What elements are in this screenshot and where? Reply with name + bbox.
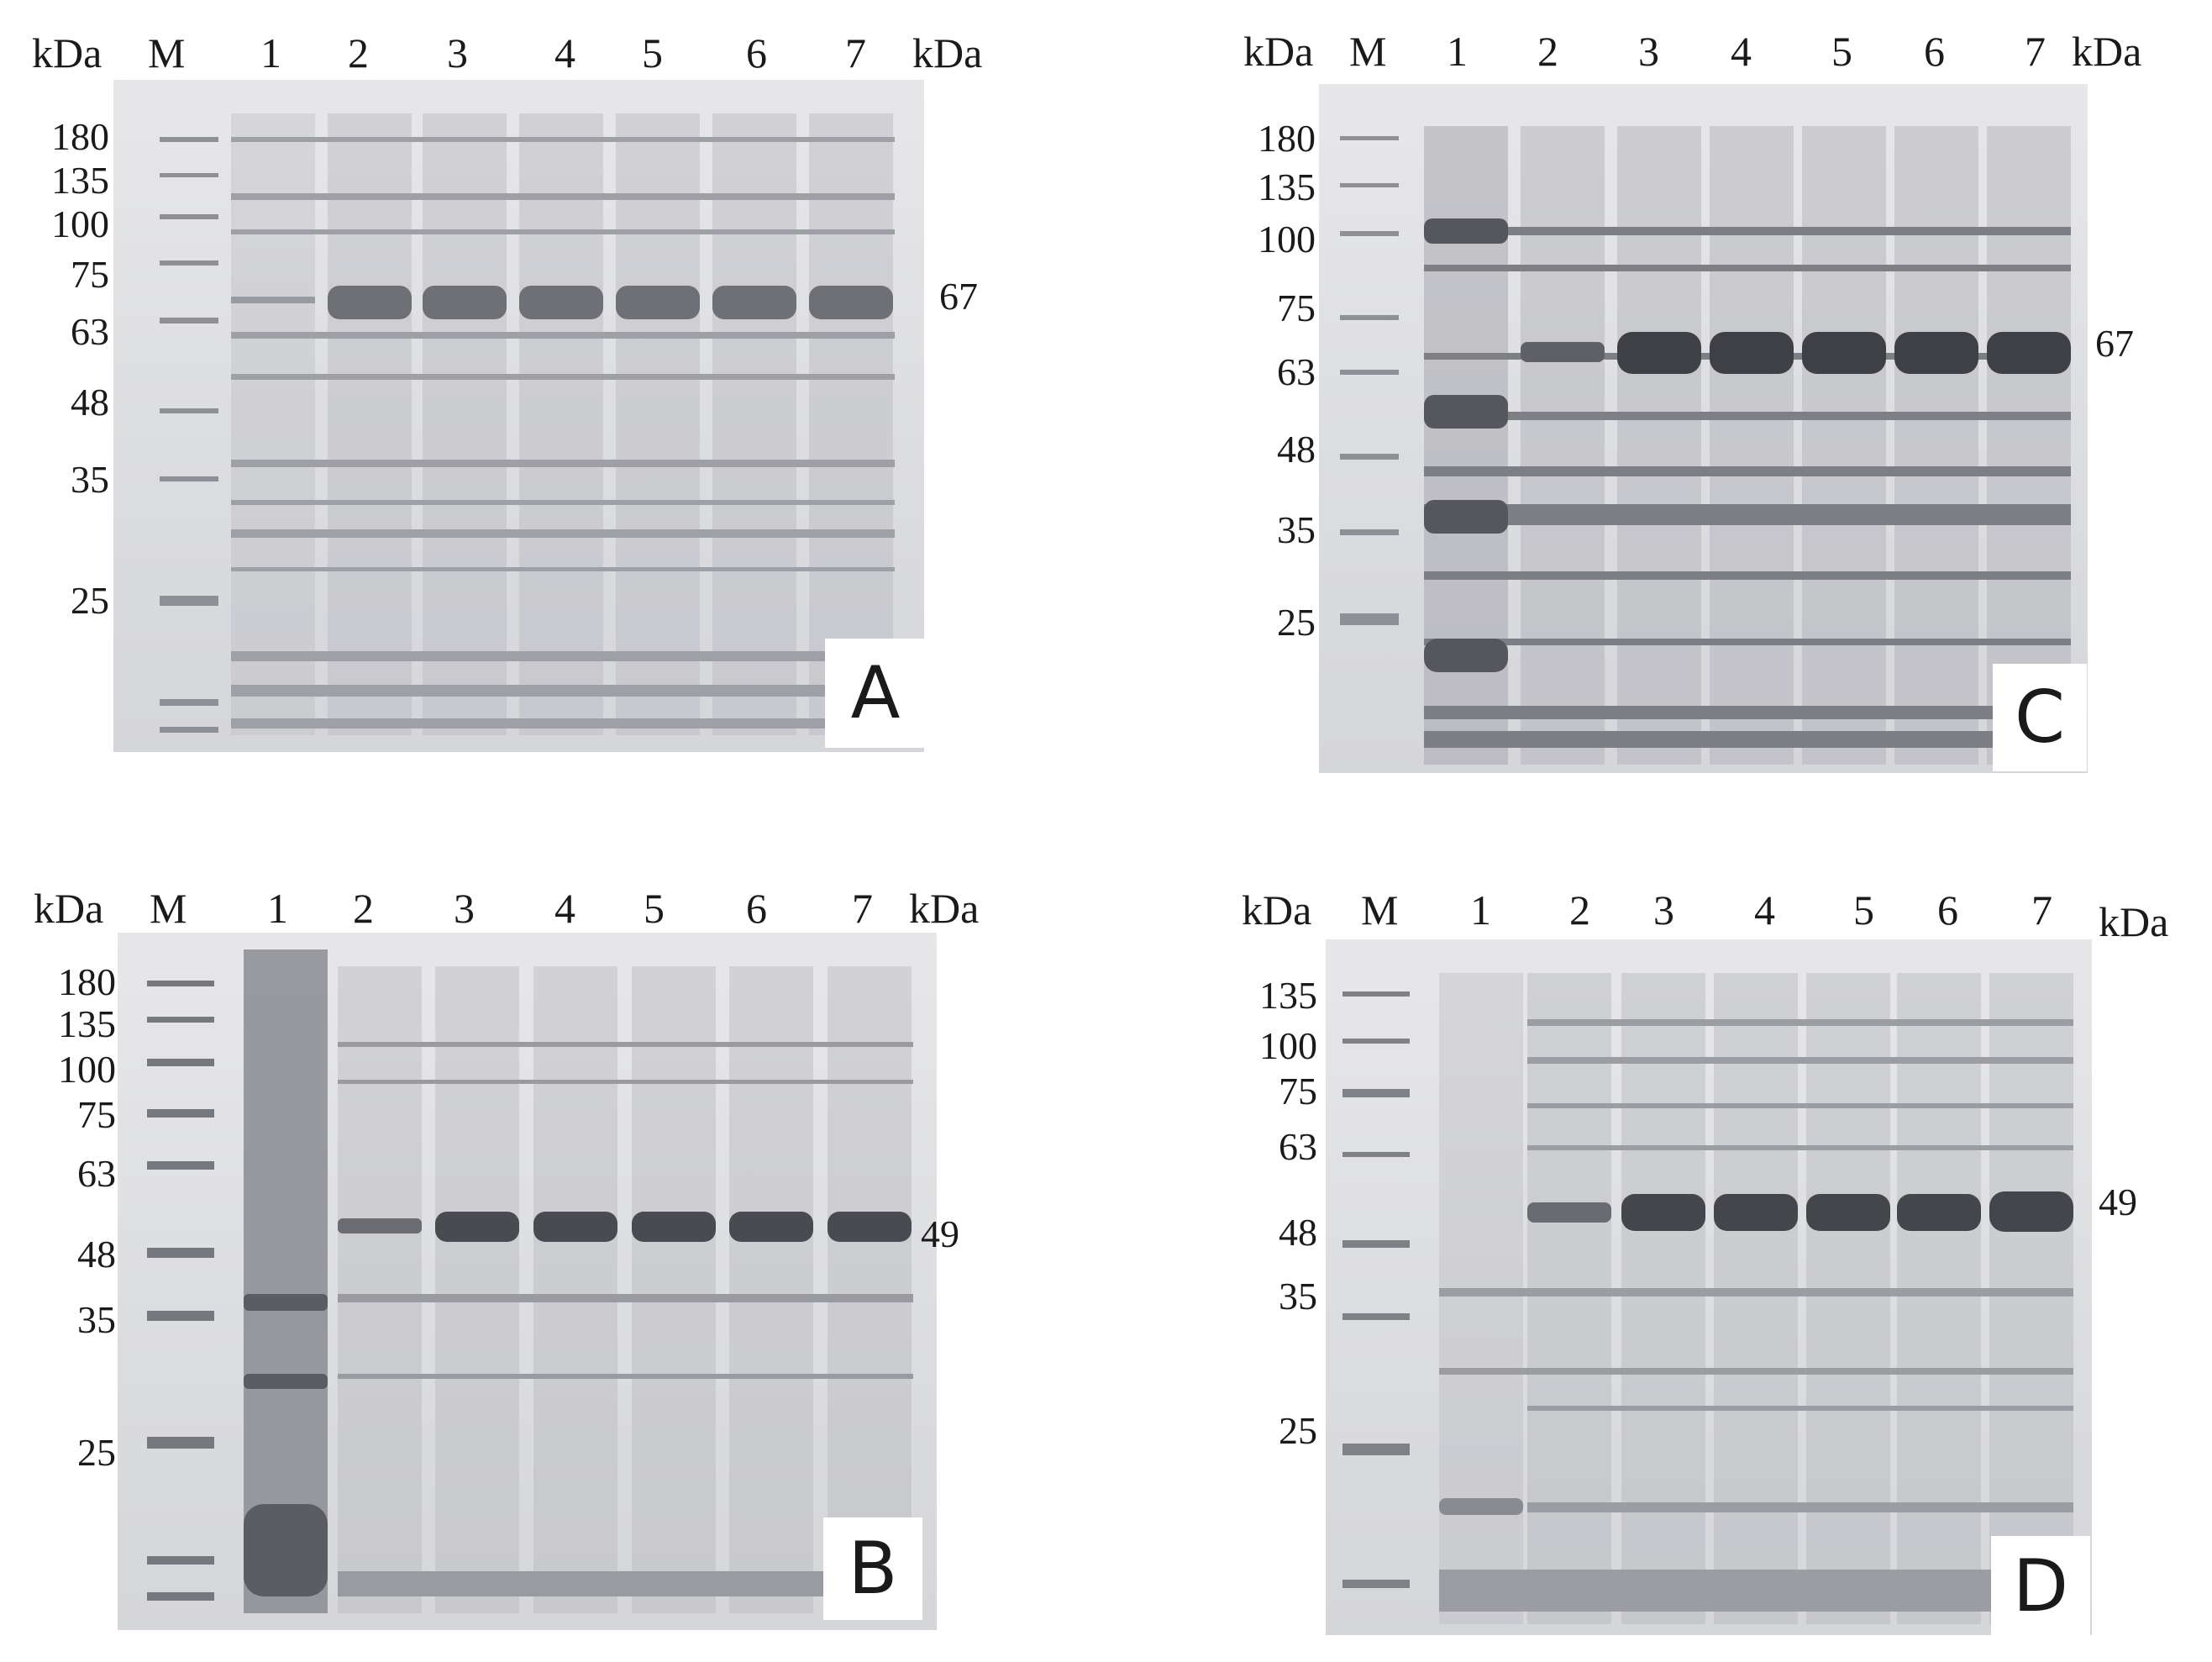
band-size-label: 49 bbox=[2099, 1181, 2137, 1223]
header-unit-left: kDa bbox=[1242, 886, 1312, 934]
mw-label: 35 bbox=[1279, 1275, 1317, 1318]
mw-label: 35 bbox=[77, 1298, 116, 1341]
mw-label: 180 bbox=[58, 960, 116, 1003]
lane-label: 5 bbox=[642, 29, 663, 76]
mw-label: 25 bbox=[71, 579, 109, 622]
header-unit-right: kDa bbox=[2072, 28, 2142, 75]
header-unit-right: kDa bbox=[912, 29, 983, 76]
mw-label: 48 bbox=[71, 381, 109, 423]
mw-label: 75 bbox=[1279, 1070, 1317, 1112]
lane-label: 3 bbox=[1638, 28, 1659, 75]
header-marker: M bbox=[150, 885, 187, 932]
lane-label: 7 bbox=[852, 885, 873, 932]
lane-label: 2 bbox=[1537, 28, 1558, 75]
header-unit-left: kDa bbox=[1243, 28, 1314, 75]
gel-image bbox=[113, 80, 924, 752]
mw-label: 63 bbox=[1277, 350, 1316, 393]
band-size-label: 67 bbox=[2095, 322, 2134, 365]
header-unit-right: kDa bbox=[909, 885, 980, 932]
lane-label: 4 bbox=[554, 885, 575, 932]
header-unit-left: kDa bbox=[34, 885, 104, 932]
gel-image bbox=[118, 933, 937, 1630]
mw-label: 135 bbox=[1258, 166, 1316, 208]
lane-label: 4 bbox=[1754, 886, 1775, 934]
mw-label: 48 bbox=[77, 1233, 116, 1275]
panel-letter: B bbox=[823, 1517, 922, 1620]
mw-label: 100 bbox=[51, 202, 109, 245]
lane-label: 6 bbox=[1937, 886, 1958, 934]
mw-label: 135 bbox=[1259, 974, 1317, 1017]
header-unit-left: kDa bbox=[32, 29, 102, 76]
mw-label: 180 bbox=[1258, 117, 1316, 160]
mw-label: 25 bbox=[1277, 601, 1316, 644]
lane-label: 1 bbox=[267, 885, 288, 932]
lane-label: 7 bbox=[845, 29, 866, 76]
mw-label: 75 bbox=[77, 1093, 116, 1136]
gel-image bbox=[1319, 84, 2088, 773]
header-marker: M bbox=[1361, 886, 1399, 934]
mw-label: 100 bbox=[1259, 1024, 1317, 1067]
lane-label: 6 bbox=[746, 29, 767, 76]
gel-bands bbox=[160, 113, 895, 735]
mw-label: 35 bbox=[71, 458, 109, 501]
header-marker: M bbox=[1349, 28, 1387, 75]
lane-label: 2 bbox=[1569, 886, 1590, 934]
mw-label: 25 bbox=[77, 1431, 116, 1474]
mw-label: 48 bbox=[1277, 428, 1316, 471]
lane-label: 5 bbox=[1831, 28, 1852, 75]
lane-label: 5 bbox=[644, 885, 665, 932]
header-marker: M bbox=[148, 29, 186, 76]
band-size-label: 49 bbox=[921, 1212, 959, 1255]
panel-letter: A bbox=[825, 639, 926, 748]
mw-label: 100 bbox=[58, 1048, 116, 1091]
lane-label: 4 bbox=[1731, 28, 1752, 75]
lane-label: 2 bbox=[353, 885, 374, 932]
panel-letter: D bbox=[1991, 1536, 2090, 1637]
lane-label: 7 bbox=[2031, 886, 2052, 934]
lane-label: 3 bbox=[447, 29, 468, 76]
mw-label: 63 bbox=[71, 310, 109, 353]
mw-label: 25 bbox=[1279, 1409, 1317, 1452]
header-unit-right: kDa bbox=[2099, 898, 2169, 945]
gel-bands bbox=[147, 949, 913, 1613]
mw-label: 63 bbox=[1279, 1125, 1317, 1168]
mw-label: 135 bbox=[51, 159, 109, 202]
lane-label: 5 bbox=[1853, 886, 1874, 934]
band-size-label: 67 bbox=[939, 275, 978, 318]
lane-label: 1 bbox=[1447, 28, 1468, 75]
gel-image bbox=[1326, 939, 2092, 1635]
lane-label: 4 bbox=[554, 29, 575, 76]
lane-label: 2 bbox=[348, 29, 369, 76]
panel-letter: C bbox=[1993, 664, 2087, 771]
mw-label: 48 bbox=[1279, 1211, 1317, 1254]
mw-label: 100 bbox=[1258, 218, 1316, 260]
gel-bands bbox=[1340, 126, 2071, 765]
lane-label: 1 bbox=[260, 29, 281, 76]
lane-label: 6 bbox=[746, 885, 767, 932]
lane-label: 3 bbox=[1653, 886, 1674, 934]
mw-label: 75 bbox=[71, 253, 109, 296]
lane-label: 7 bbox=[2025, 28, 2046, 75]
lane-label: 3 bbox=[454, 885, 475, 932]
mw-label: 180 bbox=[51, 115, 109, 158]
gel-bands bbox=[1342, 973, 2073, 1624]
lane-label: 6 bbox=[1924, 28, 1945, 75]
mw-label: 75 bbox=[1277, 287, 1316, 329]
mw-label: 135 bbox=[58, 1002, 116, 1045]
mw-label: 63 bbox=[77, 1152, 116, 1195]
mw-label: 35 bbox=[1277, 508, 1316, 551]
lane-label: 1 bbox=[1470, 886, 1491, 934]
